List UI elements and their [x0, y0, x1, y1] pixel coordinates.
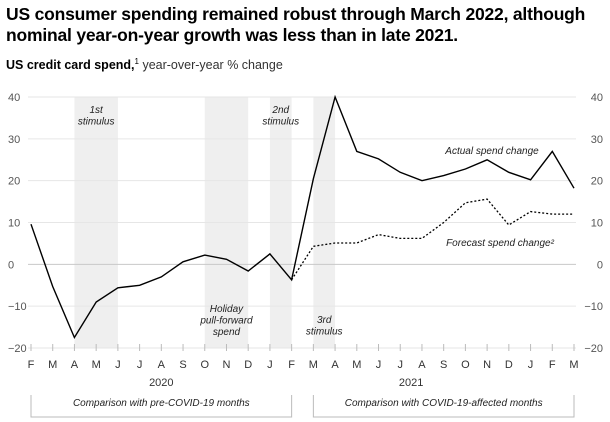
chart-subtitle: US credit card spend,1 year-over-year % … [6, 57, 283, 72]
x-tick-label: J [376, 359, 382, 371]
x-tick-label: A [158, 359, 166, 371]
comparison-label: Comparison with pre-COVID-19 months [73, 398, 250, 409]
x-tick-label: D [505, 359, 513, 371]
y-tick-label-right: −20 [584, 343, 603, 355]
x-tick-label: S [440, 359, 447, 371]
x-tick-label: S [179, 359, 186, 371]
x-tick-label: M [352, 359, 361, 371]
subtitle-rest: year-over-year % change [138, 58, 283, 73]
y-tick-label-left: 30 [8, 134, 20, 146]
shaded-period-label: pull-forward [199, 316, 253, 327]
subtitle-footnote: 1 [134, 57, 139, 66]
x-tick-label: J [137, 359, 143, 371]
year-label: 2021 [399, 377, 423, 389]
series-label-forecast: Forecast spend change² [446, 238, 555, 249]
x-tick-label: J [397, 359, 403, 371]
x-tick-label: O [461, 359, 470, 371]
x-tick-label: J [528, 359, 534, 371]
y-tick-label-left: −20 [8, 343, 27, 355]
y-tick-label-left: −10 [8, 301, 27, 313]
x-tick-label: F [549, 359, 556, 371]
year-label: 2020 [149, 377, 173, 389]
x-tick-label: F [28, 359, 35, 371]
comparison-bracket [312, 395, 575, 418]
shaded-period-label: Holiday [210, 304, 244, 315]
y-tick-label-right: 10 [591, 218, 603, 230]
forecast-spend-line [291, 198, 574, 281]
shaded-period-label: 1st [89, 105, 104, 116]
x-tick-label: F [288, 359, 295, 371]
x-tick-label: A [331, 359, 339, 371]
comparison-label: Comparison with COVID-19-affected months [345, 398, 543, 409]
y-tick-label-left: 0 [8, 259, 14, 271]
x-tick-label: O [200, 359, 209, 371]
y-tick-label-left: 10 [8, 218, 20, 230]
shaded-period-label: stimulus [78, 117, 115, 128]
subtitle-bold: US credit card spend, [6, 58, 135, 73]
x-tick-label: N [223, 359, 231, 371]
comparison-bracket [30, 395, 293, 418]
y-tick-label-left: 40 [8, 92, 20, 104]
shaded-period-label: stimulus [306, 327, 343, 338]
x-tick-label: M [309, 359, 318, 371]
x-tick-label: J [115, 359, 121, 371]
x-tick-label: J [267, 359, 273, 371]
shaded-period-label: 2nd [271, 105, 289, 116]
actual-spend-line [30, 94, 575, 340]
x-tick-label: M [569, 359, 578, 371]
shaded-period-label: 3rd [317, 315, 332, 326]
y-tick-label-right: −10 [584, 301, 603, 313]
x-tick-label: D [244, 359, 252, 371]
y-tick-label-right: 0 [597, 259, 603, 271]
y-tick-label-right: 30 [591, 134, 603, 146]
x-tick-label: M [92, 359, 101, 371]
x-tick-label: M [48, 359, 57, 371]
y-tick-label-right: 20 [591, 176, 603, 188]
y-tick-label-left: 20 [8, 176, 20, 188]
chart-title: US consumer spending remained robust thr… [6, 4, 586, 45]
x-tick-label: A [71, 359, 79, 371]
series-label-actual: Actual spend change [444, 146, 539, 157]
y-tick-label-right: 40 [591, 92, 603, 104]
shaded-period-label: spend [213, 327, 241, 338]
x-tick-label: A [418, 359, 426, 371]
shaded-period-label: stimulus [262, 117, 299, 128]
x-tick-label: N [483, 359, 491, 371]
